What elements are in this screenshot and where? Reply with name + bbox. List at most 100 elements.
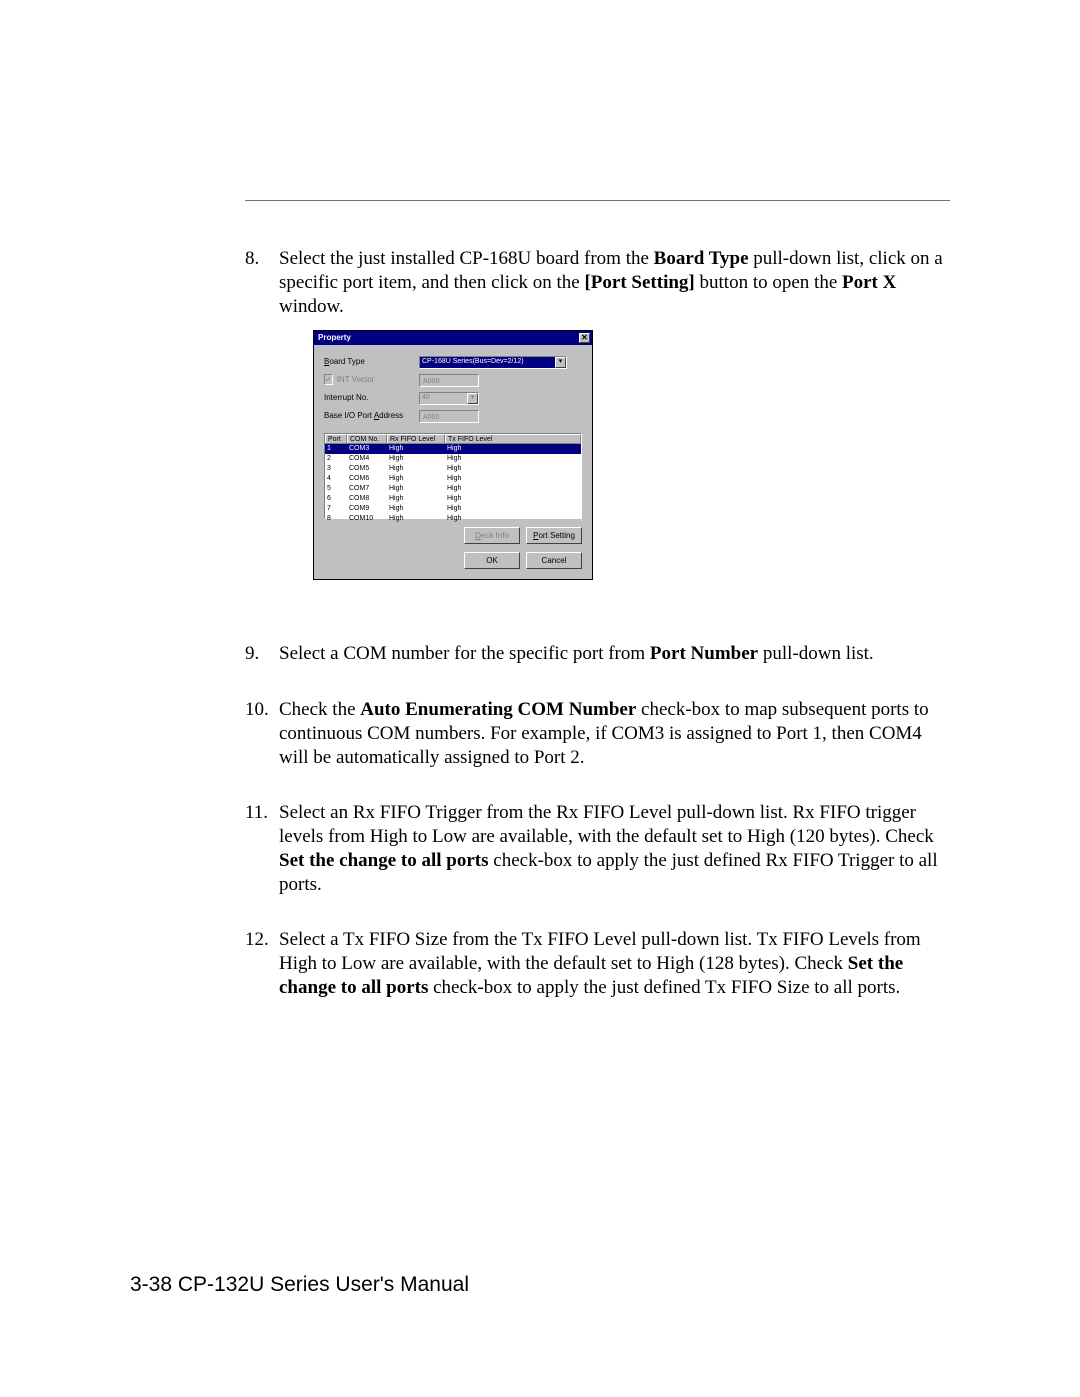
col-tx: Tx FIFO Level (445, 434, 581, 443)
table-row[interactable]: 7COM9HighHigh (325, 504, 581, 514)
step-number: 9. (245, 642, 279, 666)
table-row[interactable]: 6COM8HighHigh (325, 494, 581, 504)
step-body: Check the Auto Enumerating COM Number ch… (279, 698, 950, 769)
cell-rx: High (387, 514, 445, 524)
cell-port: 2 (325, 454, 347, 464)
table-header: Port COM No. Rx FIFO Level Tx FIFO Level (325, 434, 581, 444)
cell-com: COM3 (347, 444, 387, 454)
bold-text: Port Number (650, 643, 758, 664)
text: Select an Rx FIFO Trigger from the Rx FI… (279, 802, 934, 847)
step-9: 9. Select a COM number for the specific … (245, 642, 950, 666)
step-10: 10. Check the Auto Enumerating COM Numbe… (245, 698, 950, 769)
cell-com: COM9 (347, 504, 387, 514)
table-row[interactable]: 4COM6HighHigh (325, 474, 581, 484)
close-icon[interactable]: ✕ (579, 333, 590, 343)
text: Select a Tx FIFO Size from the Tx FIFO L… (279, 929, 921, 974)
cell-port: 1 (325, 444, 347, 454)
table-row[interactable]: 1COM3HighHigh (325, 444, 581, 454)
row-board-type: Board Type CP-168U Series(Bus=Dev=2/12) (324, 353, 582, 371)
cell-com: COM6 (347, 474, 387, 484)
cell-com: COM7 (347, 484, 387, 494)
row-base-io: Base I/O Port Address A000 (324, 407, 582, 425)
cell-port: 5 (325, 484, 347, 494)
cell-port: 4 (325, 474, 347, 484)
ok-button[interactable]: OK (464, 552, 520, 569)
step-body: Select a COM number for the specific por… (279, 642, 950, 666)
step-body: Select a Tx FIFO Size from the Tx FIFO L… (279, 928, 950, 999)
cell-port: 3 (325, 464, 347, 474)
text: button to open the (695, 272, 842, 293)
cancel-button[interactable]: Cancel (526, 552, 582, 569)
step-number: 10. (245, 698, 279, 769)
bold-text: Port X (842, 272, 896, 293)
cell-port: 6 (325, 494, 347, 504)
table-body: 1COM3HighHigh2COM4HighHigh3COM5HighHigh4… (325, 444, 581, 524)
step-11: 11. Select an Rx FIFO Trigger from the R… (245, 801, 950, 896)
deck-info-button: Deck Info (464, 527, 520, 544)
bold-text: [Port Setting] (584, 272, 694, 293)
row-interrupt: Interrupt No. 40 (324, 389, 582, 407)
cell-com: COM5 (347, 464, 387, 474)
table-row[interactable]: 5COM7HighHigh (325, 484, 581, 494)
text: window. (279, 296, 344, 317)
ports-table: Port COM No. Rx FIFO Level Tx FIFO Level… (324, 433, 582, 519)
step-12: 12. Select a Tx FIFO Size from the Tx FI… (245, 928, 950, 999)
cell-com: COM8 (347, 494, 387, 504)
col-port: Port (325, 434, 347, 443)
bold-text: Auto Enumerating COM Number (360, 699, 636, 720)
cell-com: COM4 (347, 454, 387, 464)
col-com: COM No. (347, 434, 387, 443)
table-row[interactable]: 8COM10HighHigh (325, 514, 581, 524)
bold-text: Set the change to all ports (279, 850, 489, 871)
int-vector-field: A000 (419, 374, 479, 387)
label-int-vector: ✓INT Vector (324, 375, 419, 385)
cell-rx: High (387, 474, 445, 484)
chevron-down-icon[interactable] (555, 357, 566, 368)
chevron-down-icon (467, 393, 478, 404)
cell-tx: High (445, 484, 581, 494)
cell-tx: High (445, 514, 581, 524)
cell-rx: High (387, 464, 445, 474)
instruction-list: 8. Select the just installed CP-168U boa… (245, 247, 950, 1000)
step-8: 8. Select the just installed CP-168U boa… (245, 247, 950, 610)
cell-port: 8 (325, 514, 347, 524)
cell-tx: High (445, 494, 581, 504)
label-base-io: Base I/O Port Address (324, 411, 419, 421)
text: Select the just installed CP-168U board … (279, 248, 654, 269)
interrupt-select: 40 (419, 392, 479, 405)
cell-rx: High (387, 484, 445, 494)
dialog-title: Property (318, 333, 351, 343)
step-body: Select an Rx FIFO Trigger from the Rx FI… (279, 801, 950, 896)
port-setting-button[interactable]: Port Setting (526, 527, 582, 544)
button-row-1: Deck Info Port Setting (324, 527, 582, 544)
text: Select a COM number for the specific por… (279, 643, 650, 664)
property-dialog: Property ✕ Board Type CP-168U Series(Bus… (313, 330, 593, 580)
cell-tx: High (445, 454, 581, 464)
cell-port: 7 (325, 504, 347, 514)
cell-rx: High (387, 504, 445, 514)
table-row[interactable]: 3COM5HighHigh (325, 464, 581, 474)
label-interrupt: Interrupt No. (324, 393, 419, 403)
button-row-2: OK Cancel (324, 552, 582, 569)
cell-rx: High (387, 444, 445, 454)
cell-tx: High (445, 444, 581, 454)
board-type-select[interactable]: CP-168U Series(Bus=Dev=2/12) (419, 356, 567, 369)
text: check-box to apply the just defined Tx F… (428, 977, 900, 998)
cell-rx: High (387, 494, 445, 504)
step-number: 8. (245, 247, 279, 610)
divider (245, 200, 950, 201)
page: 8. Select the just installed CP-168U boa… (0, 0, 1080, 1000)
table-row[interactable]: 2COM4HighHigh (325, 454, 581, 464)
row-int-vector: ✓INT Vector A000 (324, 371, 582, 389)
step-number: 11. (245, 801, 279, 896)
text: pull-down list. (758, 643, 874, 664)
checkbox-int-vector: ✓ (324, 374, 333, 385)
dialog-body: Board Type CP-168U Series(Bus=Dev=2/12) … (314, 345, 592, 579)
cell-tx: High (445, 474, 581, 484)
label-board-type: Board Type (324, 357, 419, 367)
page-footer: 3-38 CP-132U Series User's Manual (130, 1273, 469, 1297)
col-rx: Rx FIFO Level (387, 434, 445, 443)
cell-tx: High (445, 464, 581, 474)
base-io-field: A000 (419, 410, 479, 423)
text: Check the (279, 699, 360, 720)
